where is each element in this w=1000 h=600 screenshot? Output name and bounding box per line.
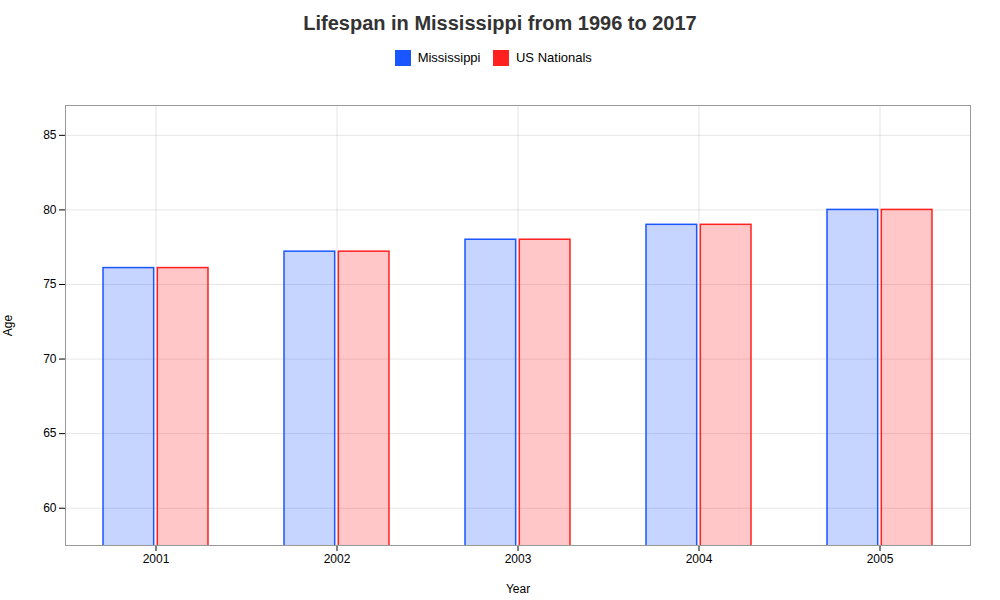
svg-text:2003: 2003 [505,552,532,566]
html-text:Lifespan in Mississippi from 1: Lifespan in Mississippi from 1996 to 201… [303,12,697,34]
svg-text:2005: 2005 [867,552,894,566]
svg-text:75: 75 [43,277,57,291]
html-text:US Nationals: US Nationals [516,50,592,65]
svg-text:65: 65 [43,426,57,440]
svg-text:Year: Year [506,581,530,595]
svg-text:2002: 2002 [324,552,351,566]
svg-text:60: 60 [43,501,57,515]
svg-text:2004: 2004 [686,552,713,566]
svg-text:80: 80 [43,202,57,216]
svg-text:70: 70 [43,351,57,365]
svg-text:85: 85 [43,128,57,142]
html-text:Mississippi: Mississippi [417,50,481,65]
svg-text:2001: 2001 [143,552,170,566]
svg-text:Age: Age [1,314,15,336]
